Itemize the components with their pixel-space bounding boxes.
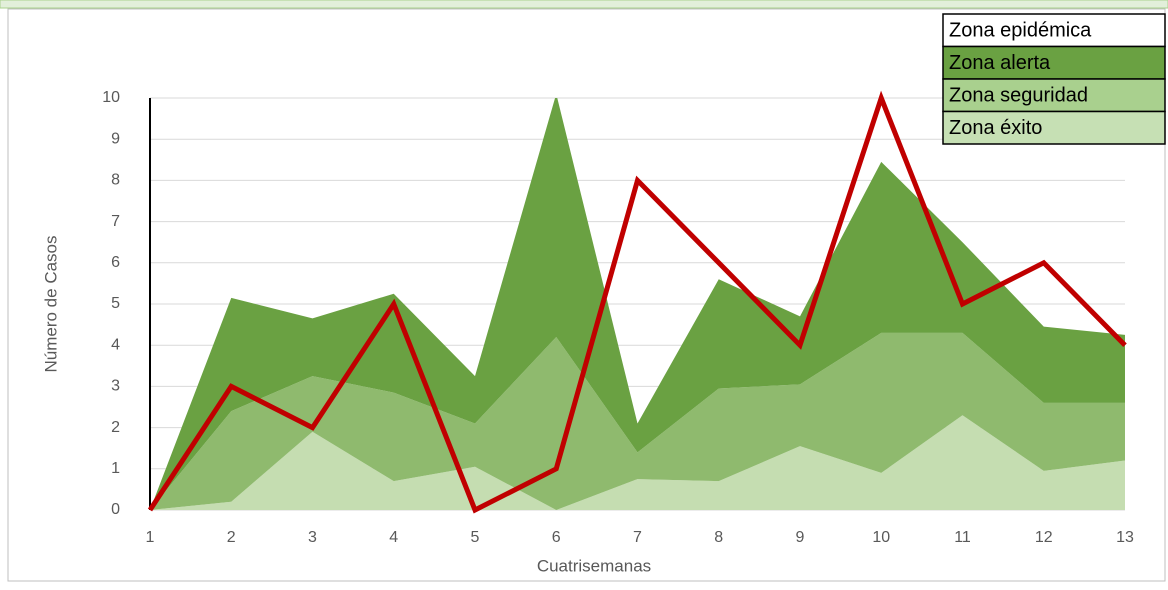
legend-swatch [942,13,1166,48]
x-tick-label: 11 [954,529,971,546]
x-tick-label: 12 [1035,529,1053,546]
legend-label: Zona epidémica [949,20,1092,42]
y-tick-label: 2 [111,419,120,436]
legend-label: Zona éxito [949,117,1042,139]
area [150,98,1125,510]
x-tick-label: 1 [146,529,155,546]
x-tick-label: 3 [308,529,317,546]
x-tick-label: 2 [227,529,236,546]
y-axis-label: Número de Casos [41,235,60,372]
y-tick-label: 8 [111,172,120,189]
x-tick-label: 13 [1116,529,1134,546]
x-axis-label: Cuatrisemanas [537,556,651,575]
y-tick-label: 1 [111,460,120,477]
y-tick-label: 7 [111,213,120,230]
legend-swatch [942,110,1166,145]
x-tick-label: 10 [872,529,890,546]
header-strip [0,0,1168,9]
x-tick-label: 4 [389,529,398,546]
legend-swatch [942,78,1166,113]
legend-swatch [942,45,1166,80]
x-tick-label: 8 [714,529,723,546]
x-tick-label: 5 [471,529,480,546]
y-tick-label: 6 [111,254,120,271]
x-tick-label: 6 [552,529,561,546]
y-tick-label: 3 [111,378,120,395]
legend-label: Zona alerta [949,52,1051,74]
y-tick-label: 5 [111,295,120,312]
area [150,415,1125,510]
x-tick-label: 7 [633,529,642,546]
legend-label: Zona seguridad [949,85,1088,107]
y-tick-label: 10 [102,89,120,106]
y-tick-label: 0 [111,501,120,518]
area [150,332,1125,510]
x-tick-label: 9 [796,529,805,546]
y-tick-label: 9 [111,130,120,147]
y-tick-label: 4 [111,336,120,353]
line [147,90,1127,514]
